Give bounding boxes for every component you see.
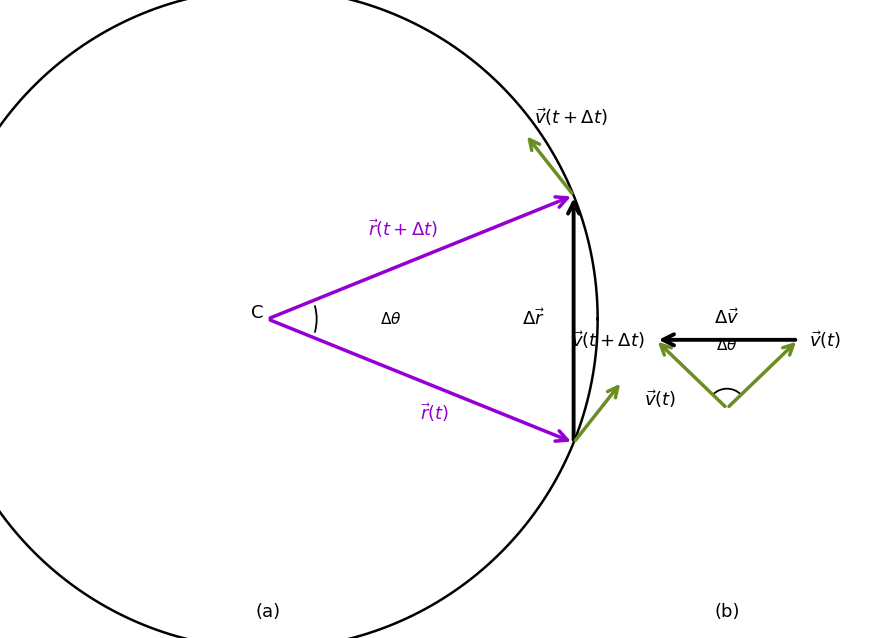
Text: $\Delta\theta$: $\Delta\theta$: [716, 338, 738, 353]
Text: $\vec{r}(t + \Delta t)$: $\vec{r}(t + \Delta t)$: [368, 217, 438, 240]
Text: $\vec{v}(t + \Delta t)$: $\vec{v}(t + \Delta t)$: [534, 106, 608, 128]
Text: C: C: [251, 304, 263, 322]
Text: $\Delta\vec{r}$: $\Delta\vec{r}$: [522, 309, 545, 329]
Text: $\vec{r}(t)$: $\vec{r}(t)$: [419, 401, 449, 424]
Text: $\vec{v}(t)$: $\vec{v}(t)$: [644, 388, 676, 410]
Text: $\Delta\vec{v}$: $\Delta\vec{v}$: [714, 309, 739, 329]
Text: (a): (a): [255, 604, 280, 621]
Text: $\Delta\theta$: $\Delta\theta$: [380, 311, 402, 327]
Text: $\vec{v}(t + \Delta t)$: $\vec{v}(t + \Delta t)$: [572, 329, 645, 351]
Text: (b): (b): [714, 604, 739, 621]
Text: $\vec{v}(t)$: $\vec{v}(t)$: [809, 329, 841, 351]
